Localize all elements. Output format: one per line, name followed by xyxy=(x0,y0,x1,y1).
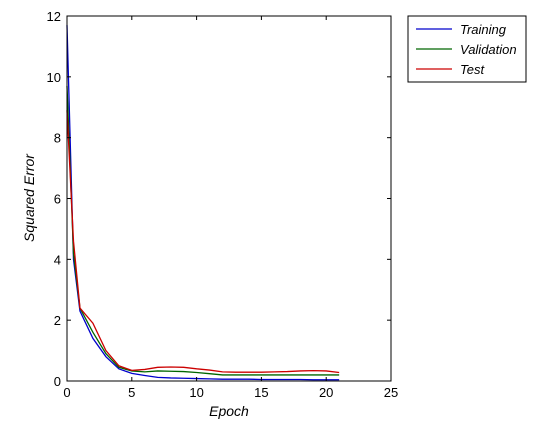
legend: Training Validation Test xyxy=(407,15,527,83)
y-tick-label: 2 xyxy=(54,313,61,328)
legend-label-test: Test xyxy=(460,62,485,77)
legend-items: Training Validation Test xyxy=(416,22,517,77)
y-tick-label: 0 xyxy=(54,374,61,389)
x-tick-label: 20 xyxy=(319,385,333,400)
y-tick-label: 4 xyxy=(54,252,61,267)
legend-label-validation: Validation xyxy=(460,42,517,57)
x-tick-label: 25 xyxy=(384,385,398,400)
y-tick-label: 6 xyxy=(54,192,61,207)
y-tick-label: 10 xyxy=(47,70,61,85)
plot-area xyxy=(67,16,391,381)
y-tick-label: 12 xyxy=(47,9,61,24)
series-line-validation xyxy=(66,85,340,376)
y-axis-label: Squared Error xyxy=(21,153,37,242)
series-line-test xyxy=(66,110,340,374)
y-tick-label: 8 xyxy=(54,131,61,146)
x-axis-label: Epoch xyxy=(209,403,249,419)
x-tick-label: 0 xyxy=(63,385,70,400)
x-tick-label: 5 xyxy=(128,385,135,400)
legend-label-training: Training xyxy=(460,22,507,37)
x-tick-label: 15 xyxy=(254,385,268,400)
tick-layer: 0 5 10 15 20 25 0 2 4 6 8 10 12 xyxy=(47,9,399,400)
x-tick-label: 10 xyxy=(189,385,203,400)
